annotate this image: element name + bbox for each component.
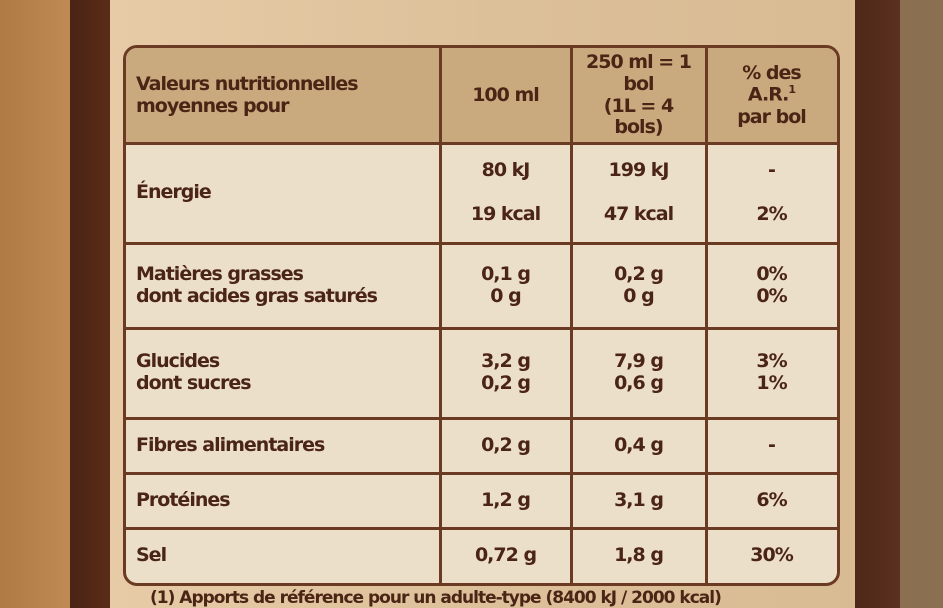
cell-text: dont acides gras saturés xyxy=(136,284,378,307)
cell-text: Matières grasses xyxy=(136,262,304,285)
cell-text: 0% xyxy=(756,284,787,307)
superscript: 1 xyxy=(788,83,796,97)
cell-text: 199 kJ xyxy=(608,159,670,182)
cell-text: 0,6 g xyxy=(614,372,664,394)
cell-text: 0% xyxy=(756,262,787,285)
cell-text: Glucides xyxy=(136,350,220,373)
table-cell: 0,72 g xyxy=(440,528,571,583)
cell-text: - xyxy=(768,433,776,456)
row-divider xyxy=(126,417,837,420)
cell-text: moyennes pour xyxy=(136,94,290,117)
table-cell: 30% xyxy=(706,528,837,583)
cell-text: 2% xyxy=(756,203,787,226)
table-cell: Sel xyxy=(126,528,440,583)
row-divider xyxy=(126,472,837,475)
cell-text: 47 kcal xyxy=(603,203,674,226)
cell-text: 1% xyxy=(756,372,787,394)
cell-text: 3,1 g xyxy=(614,488,664,511)
table-cell: 7,9 g 0,6 g xyxy=(571,328,706,418)
header-cell: % des A.R.1 par bol xyxy=(706,48,837,143)
table-cell: 3,1 g xyxy=(571,473,706,528)
cell-text: Valeurs nutritionnelles xyxy=(136,72,359,95)
cell-text: 0,1 g xyxy=(481,262,531,285)
cell-text: 0,2 g xyxy=(481,433,531,456)
table-cell: 3% 1% xyxy=(706,328,837,418)
table-cell: 0,4 g xyxy=(571,418,706,473)
cell-text: - xyxy=(768,159,776,182)
cell-text: % des xyxy=(742,61,801,84)
cell-text: A.R.1 xyxy=(747,83,796,106)
table-cell: Énergie xyxy=(126,143,440,243)
column-divider xyxy=(439,48,442,583)
table-cell: 0,2 g xyxy=(440,418,571,473)
table-cell: 1,8 g xyxy=(571,528,706,583)
row-divider xyxy=(126,527,837,530)
cell-text: 19 kcal xyxy=(470,203,541,226)
cell-text: Fibres alimentaires xyxy=(136,433,325,456)
cell-text: 0,2 g xyxy=(481,372,531,394)
cell-text: 3,2 g xyxy=(481,350,531,373)
cell-text: 0 g xyxy=(623,284,654,307)
cell-text: bols) xyxy=(614,116,663,139)
row-divider xyxy=(126,142,837,145)
header-cell: 100 ml xyxy=(440,48,571,143)
column-divider xyxy=(570,48,573,583)
cell-text: 30% xyxy=(750,543,793,566)
cell-text: dont sucres xyxy=(136,372,252,394)
cell-text: (1L = 4 xyxy=(603,94,674,117)
cell-text: 3% xyxy=(756,350,787,373)
nutrition-table: Valeurs nutritionnelles moyennes pour 100 … xyxy=(123,45,840,586)
cell-text: Protéines xyxy=(136,488,231,511)
table-cell: 1,2 g xyxy=(440,473,571,528)
cell-text: 250 ml = 1 bol xyxy=(586,50,692,95)
cell-text: 80 kJ xyxy=(481,159,531,182)
table-cell: 199 kJ 47 kcal xyxy=(571,143,706,243)
column-divider xyxy=(705,48,708,583)
cell-text: Sel xyxy=(136,543,167,566)
table-cell: Fibres alimentaires xyxy=(126,418,440,473)
table-cell: 0% 0% xyxy=(706,243,837,328)
table-cell: - xyxy=(706,418,837,473)
cell-text: 0,4 g xyxy=(614,433,664,456)
table-cell: Protéines xyxy=(126,473,440,528)
cell-text: 0 g xyxy=(490,284,521,307)
cell-text: 0,72 g xyxy=(474,543,537,566)
table-cell: 80 kJ 19 kcal xyxy=(440,143,571,243)
header-cell: 250 ml = 1 bol (1L = 4 bols) xyxy=(571,48,706,143)
row-divider xyxy=(126,327,837,330)
table-cell: 6% xyxy=(706,473,837,528)
footnote: (1) Apports de référence pour un adulte-… xyxy=(150,588,722,608)
cell-text: 0,2 g xyxy=(614,262,664,285)
cell-text: par bol xyxy=(737,105,807,128)
header-cell: Valeurs nutritionnelles moyennes pour xyxy=(126,48,440,143)
cell-text: Énergie xyxy=(136,181,212,204)
cell-text: 6% xyxy=(756,488,787,511)
table-cell: - 2% xyxy=(706,143,837,243)
row-divider xyxy=(126,242,837,245)
cell-text: 100 ml xyxy=(472,83,540,106)
cell-text: 7,9 g xyxy=(614,350,664,373)
cell-text: 1,2 g xyxy=(481,488,531,511)
table-cell: 3,2 g 0,2 g xyxy=(440,328,571,418)
cell-text: 1,8 g xyxy=(614,543,664,566)
table-cell: Matières grasses dont acides gras saturés xyxy=(126,243,440,328)
table-cell: Glucides dont sucres xyxy=(126,328,440,418)
